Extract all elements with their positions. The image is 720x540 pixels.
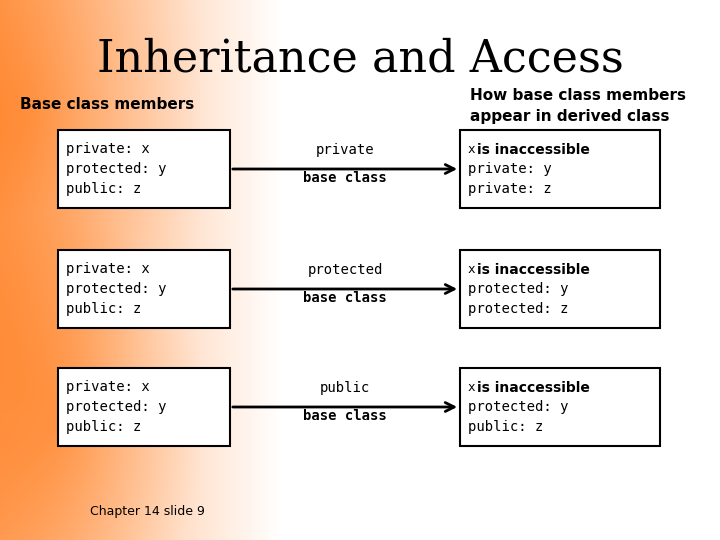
- Text: private: private: [315, 143, 374, 157]
- Text: private: x: private: x: [66, 262, 150, 276]
- Text: Chapter 14 slide 9: Chapter 14 slide 9: [90, 505, 205, 518]
- Bar: [58, 368, 230, 446]
- Text: private: x: private: x: [66, 143, 150, 157]
- Bar: [460, 130, 660, 208]
- Bar: [58, 130, 230, 208]
- Text: public: z: public: z: [66, 420, 141, 434]
- Text: protected: y: protected: y: [66, 282, 166, 296]
- Text: private: y: private: y: [468, 162, 552, 176]
- Text: protected: protected: [307, 263, 383, 277]
- Text: public: z: public: z: [66, 301, 141, 315]
- Text: public: public: [320, 381, 370, 395]
- Text: public: z: public: z: [468, 420, 544, 434]
- Text: private: x: private: x: [66, 381, 150, 395]
- Text: base class: base class: [303, 409, 387, 423]
- Text: x: x: [468, 381, 475, 394]
- Text: base class: base class: [303, 171, 387, 185]
- Bar: [460, 250, 660, 328]
- Text: protected: y: protected: y: [66, 400, 166, 414]
- Text: private: z: private: z: [468, 181, 552, 195]
- Text: Inheritance and Access: Inheritance and Access: [96, 37, 624, 80]
- Text: base class: base class: [303, 291, 387, 305]
- Bar: [460, 368, 660, 446]
- Text: protected: y: protected: y: [66, 162, 166, 176]
- Text: is inaccessible: is inaccessible: [477, 143, 590, 157]
- Text: Base class members: Base class members: [20, 97, 194, 112]
- Text: How base class members
appear in derived class: How base class members appear in derived…: [470, 88, 686, 124]
- Text: is inaccessible: is inaccessible: [477, 381, 590, 395]
- Text: protected: y: protected: y: [468, 400, 569, 414]
- Bar: [58, 250, 230, 328]
- Text: x: x: [468, 263, 475, 276]
- Text: is inaccessible: is inaccessible: [477, 262, 590, 276]
- Text: x: x: [468, 143, 475, 156]
- Text: public: z: public: z: [66, 181, 141, 195]
- Text: protected: z: protected: z: [468, 301, 569, 315]
- Text: protected: y: protected: y: [468, 282, 569, 296]
